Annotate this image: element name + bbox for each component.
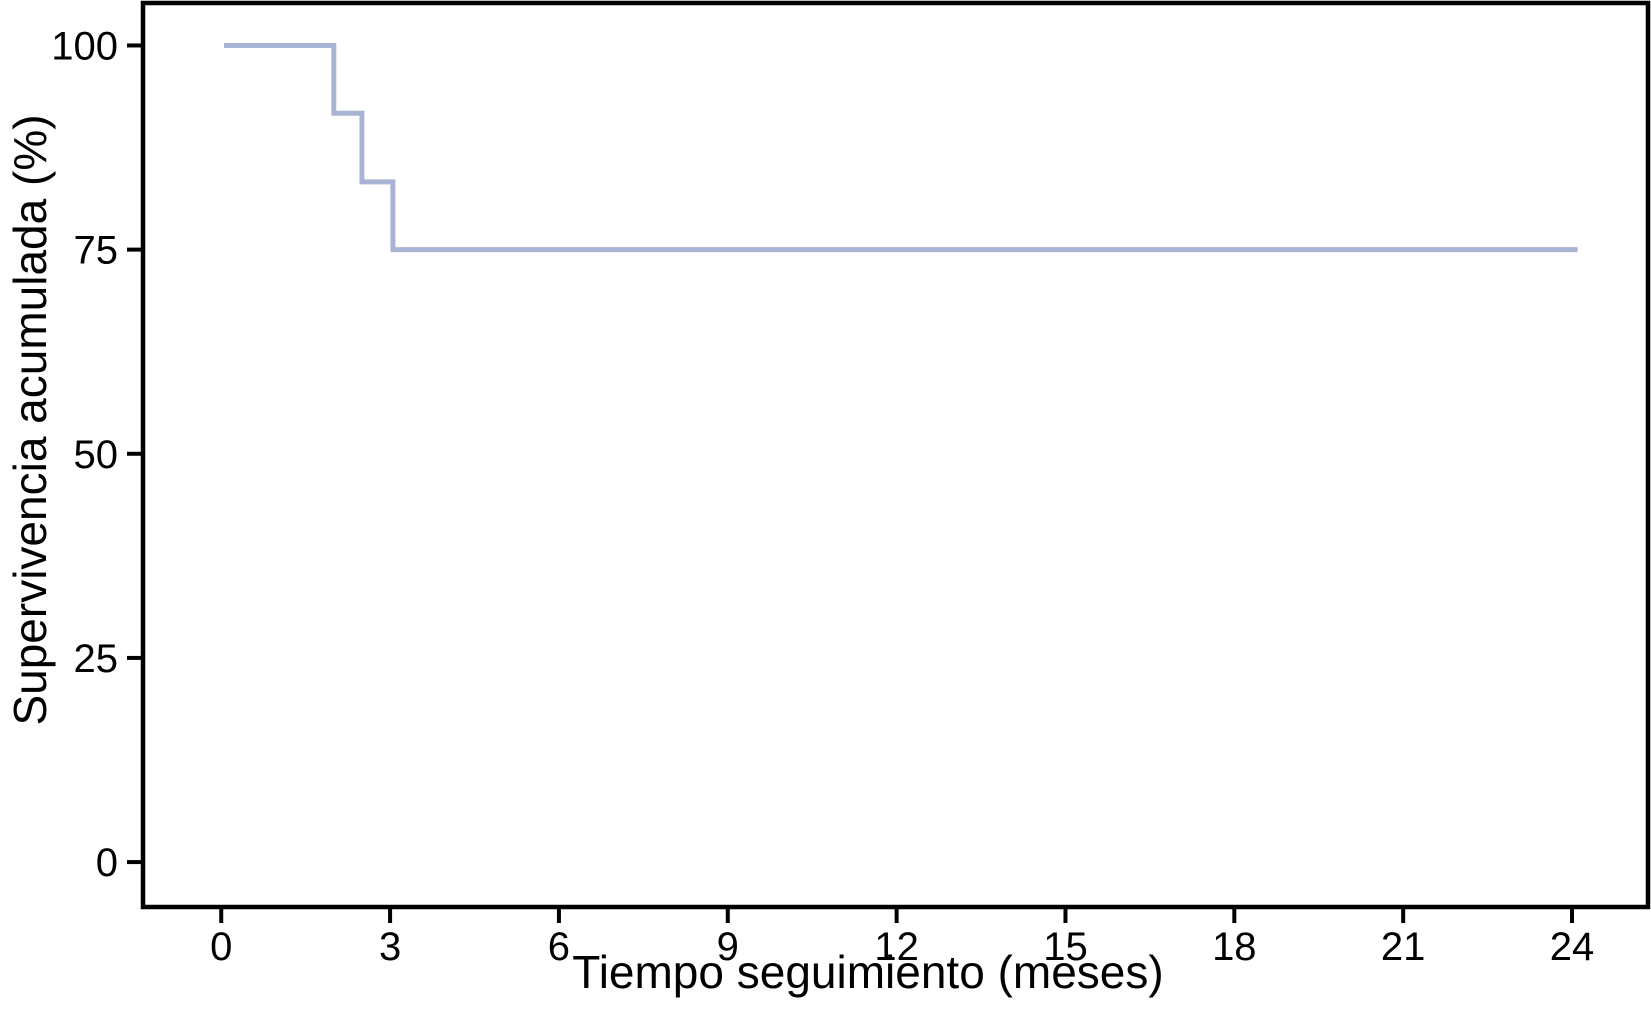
y-tick-label: 0	[96, 841, 118, 885]
x-tick-label: 9	[717, 925, 739, 969]
x-tick-label: 3	[379, 925, 401, 969]
x-axis-title: Tiempo seguimiento (meses)	[572, 946, 1164, 998]
x-tick-label: 24	[1550, 925, 1595, 969]
x-tick-label: 15	[1043, 925, 1088, 969]
x-tick-label: 12	[874, 925, 919, 969]
y-tick-label: 25	[74, 637, 119, 681]
y-tick-label: 100	[51, 24, 118, 68]
x-tick-label: 0	[210, 925, 232, 969]
y-tick-label: 75	[74, 229, 119, 273]
y-axis-title: Supervivencia acumulada (%)	[4, 114, 56, 726]
survival-step-curve	[224, 42, 1578, 253]
plot-frame	[140, 0, 1651, 910]
y-tick-label: 50	[74, 433, 119, 477]
x-tick-label: 6	[548, 925, 570, 969]
x-tick-label: 18	[1212, 925, 1257, 969]
x-tick-label: 21	[1381, 925, 1426, 969]
